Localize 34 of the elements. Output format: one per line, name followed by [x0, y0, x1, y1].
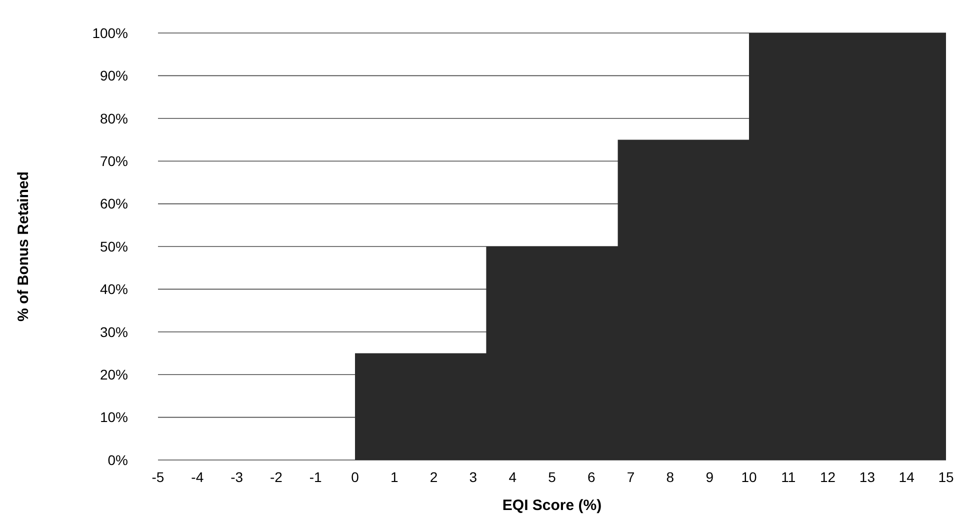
x-tick-label: -3 [230, 469, 244, 485]
x-tick-label: 11 [781, 469, 796, 485]
y-axis-title: % of Bonus Retained [15, 171, 32, 322]
x-tick-label: 2 [430, 469, 438, 485]
y-tick-label: 80% [100, 110, 128, 126]
x-tick-label: 1 [390, 469, 398, 485]
x-tick-label: 6 [588, 469, 596, 485]
x-tick-label: 0 [351, 469, 360, 485]
y-tick-label: 50% [100, 238, 128, 254]
x-tick-label: 7 [626, 469, 635, 485]
y-tick-label: 20% [100, 366, 128, 382]
y-tick-label: 0% [108, 452, 128, 468]
y-tick-label: 100% [92, 24, 128, 41]
x-tick-label: 15 [938, 469, 954, 485]
x-axis-title: EQI Score (%) [502, 497, 602, 514]
y-tick-label: 10% [100, 409, 128, 426]
y-tick-label: 30% [100, 324, 128, 340]
x-tick-label: -5 [152, 469, 164, 485]
x-tick-label: 3 [469, 469, 478, 485]
x-tick-label: -4 [191, 469, 204, 485]
x-tick-label: 9 [706, 469, 714, 485]
x-tick-label: 4 [508, 469, 517, 485]
x-tick-label: 8 [666, 469, 674, 485]
x-tick-label: 12 [820, 469, 836, 485]
y-tick-label: 70% [100, 153, 128, 169]
y-tick-label: 40% [100, 281, 128, 298]
x-tick-label: 14 [898, 469, 915, 485]
x-tick-label: -2 [270, 469, 283, 485]
y-tick-label: 60% [100, 196, 128, 212]
x-tick-label: 13 [859, 469, 876, 485]
x-tick-label: 10 [741, 469, 757, 485]
x-tick-label: -1 [309, 469, 322, 485]
y-tick-label: 90% [100, 68, 128, 84]
x-tick-label: 5 [548, 469, 556, 485]
